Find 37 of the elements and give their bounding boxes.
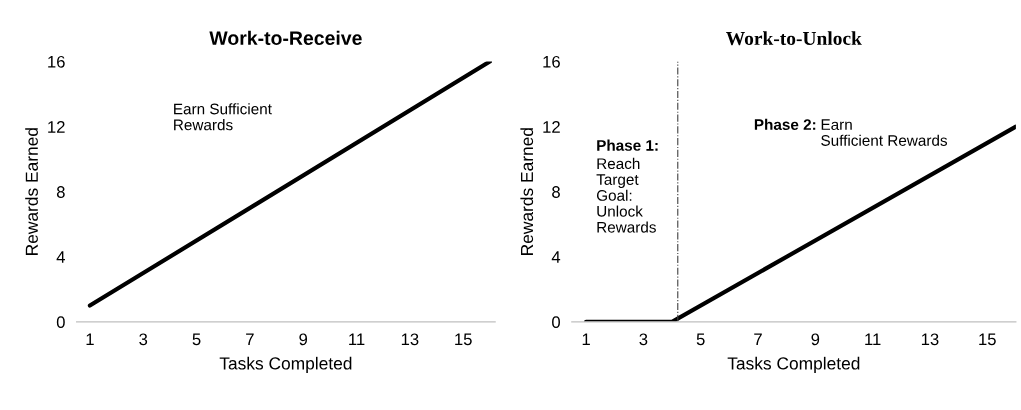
x-tick-label: 13 bbox=[401, 333, 419, 346]
x-tick-label: 1 bbox=[582, 333, 590, 346]
y-tick-label: 4 bbox=[56, 251, 65, 263]
y-tick-label: 12 bbox=[48, 120, 65, 133]
x-tick-label: 13 bbox=[921, 333, 939, 346]
x-tick-label: 9 bbox=[299, 333, 308, 346]
x-tick-label: 1 bbox=[86, 333, 94, 346]
chart-title: Work-to-Unlock bbox=[726, 31, 862, 46]
x-axis-title: Tasks Completed bbox=[727, 356, 860, 374]
y-tick-label: 0 bbox=[56, 316, 65, 329]
y-axis-title: Rewards Earned bbox=[520, 128, 534, 255]
x-tick-label: 5 bbox=[696, 333, 705, 346]
x-tick-label: 3 bbox=[639, 333, 648, 346]
annotation: Phase 1: bbox=[597, 139, 658, 151]
x-tick-label: 3 bbox=[139, 333, 148, 346]
y-tick-label: 4 bbox=[551, 251, 561, 263]
y-tick-label: 12 bbox=[543, 120, 560, 133]
y-tick-label: 0 bbox=[552, 316, 560, 329]
x-tick-label: 7 bbox=[754, 333, 762, 346]
annotation: Earn Sufficient Rewards bbox=[821, 119, 948, 146]
y-tick-label: 16 bbox=[543, 55, 560, 68]
annotation: Phase 2: bbox=[754, 118, 816, 130]
y-axis-title: Rewards Earned bbox=[25, 128, 38, 255]
x-tick-label: 11 bbox=[349, 333, 365, 346]
annotation: Reach Target Goal: Unlock Rewards bbox=[596, 157, 656, 233]
y-tick-label: 16 bbox=[48, 55, 65, 68]
x-axis-title: Tasks Completed bbox=[219, 356, 352, 374]
y-tick-label: 8 bbox=[56, 186, 65, 198]
x-tick-label: 11 bbox=[865, 333, 881, 346]
x-tick-label: 15 bbox=[979, 333, 996, 346]
x-tick-label: 15 bbox=[455, 333, 472, 346]
x-tick-label: 9 bbox=[811, 333, 820, 346]
y-tick-label: 8 bbox=[552, 186, 560, 198]
x-tick-label: 5 bbox=[192, 333, 201, 346]
x-tick-label: 7 bbox=[246, 333, 254, 346]
chart-title: Work-to-Receive bbox=[209, 30, 362, 46]
annotation: Earn Sufficient Rewards bbox=[174, 103, 272, 131]
